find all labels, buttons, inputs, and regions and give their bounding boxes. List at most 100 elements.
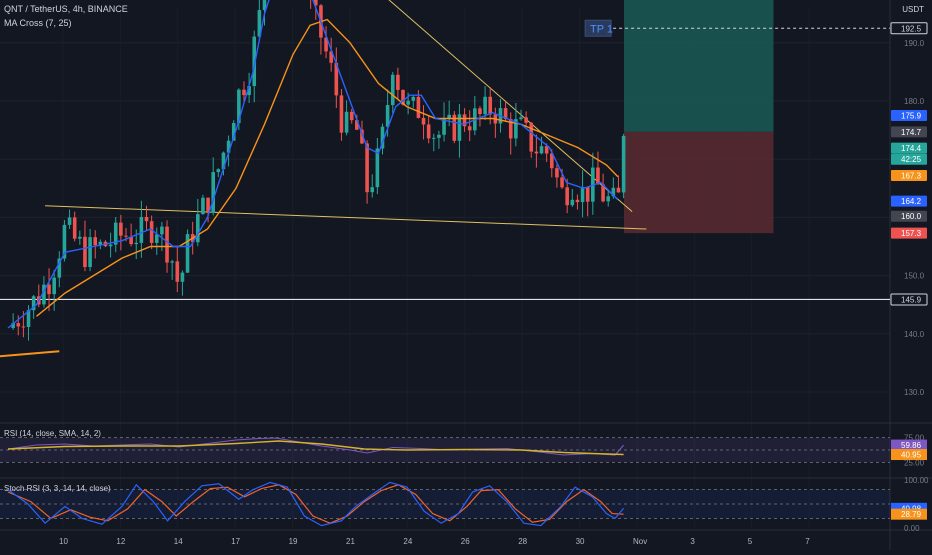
price-axis-tag: 42:25 — [891, 153, 927, 165]
candle-body — [616, 187, 621, 193]
candle-body — [344, 111, 349, 133]
candle — [175, 246, 180, 293]
candle-body — [426, 124, 431, 139]
price-tick-label: 150.0 — [904, 272, 925, 281]
candle-body — [314, 0, 318, 6]
candle-body — [257, 10, 262, 37]
price-tag-box — [891, 195, 927, 207]
candle — [88, 228, 92, 272]
candle-body — [519, 117, 523, 120]
candle — [396, 67, 400, 99]
candle — [78, 230, 82, 245]
candle-body — [175, 261, 180, 282]
price-tick-label: 140.0 — [904, 330, 925, 339]
price-tag-box — [891, 169, 927, 181]
candle — [519, 109, 523, 121]
candle — [575, 194, 580, 210]
candle — [580, 170, 585, 218]
candle — [370, 174, 375, 198]
currency-label: USDT — [902, 5, 924, 14]
price-axis-tag: 174.4 — [891, 142, 927, 154]
candle-body — [355, 120, 359, 130]
price-tag-label: 174.7 — [901, 128, 922, 137]
candle — [221, 151, 226, 176]
candle — [314, 0, 318, 20]
candle-body — [242, 89, 246, 96]
candle-body — [324, 37, 328, 52]
candle — [483, 86, 487, 120]
time-tick-label: 24 — [403, 537, 412, 546]
rsi-tag-label: 40.95 — [901, 451, 922, 460]
price-axis-tag: 145.9 — [890, 293, 928, 306]
candle-body — [57, 258, 62, 278]
price-axis-tag: 157.3 — [891, 227, 927, 239]
candle-body — [119, 222, 123, 236]
price-tag-label: 174.4 — [901, 144, 922, 153]
stoch-k-line — [7, 481, 625, 527]
price-tag-box — [890, 293, 928, 306]
candle-body — [570, 199, 575, 206]
candle-body — [380, 126, 385, 149]
candle — [154, 227, 159, 255]
tp-box — [584, 19, 612, 37]
candle — [11, 313, 15, 330]
candle — [113, 216, 118, 253]
candle-body — [457, 114, 462, 141]
candle-body — [437, 134, 441, 138]
candle — [457, 104, 462, 158]
candle — [201, 194, 205, 215]
candle — [16, 315, 21, 336]
rsi-tag-label: 59.86 — [901, 441, 922, 450]
rsi-axis-tag: 59.86 — [891, 439, 927, 451]
candle-body — [113, 222, 118, 245]
symbol-title: QNT / TetherUS, 4h, BINANCE — [4, 4, 128, 14]
candle-body — [370, 187, 375, 193]
candle-body — [406, 100, 410, 105]
candle — [216, 168, 221, 177]
candle-body — [339, 95, 344, 133]
rsi-tick-label: 75.00 — [904, 434, 925, 443]
candle — [596, 151, 600, 185]
descending-resistance-line — [388, 0, 633, 212]
stoch-tick-label: 0.00 — [904, 524, 920, 533]
candle-body — [62, 224, 67, 259]
candle-body — [247, 86, 251, 96]
candle — [426, 115, 431, 144]
candle-body — [539, 146, 544, 154]
candle-body — [72, 217, 77, 239]
candle — [349, 108, 354, 124]
candle — [355, 114, 359, 131]
stop-zone — [624, 131, 774, 234]
stoch-tick-label: 100.00 — [904, 476, 929, 485]
price-axis-tag: 164.2 — [891, 195, 927, 207]
candle-body — [396, 74, 400, 90]
price-tag-label: 145.9 — [901, 295, 922, 304]
candle — [380, 123, 385, 155]
rsi-title: RSI (14, close, SMA, 14, 2) — [4, 429, 101, 438]
candle — [437, 130, 441, 149]
candle-body — [575, 199, 580, 203]
candle — [570, 188, 575, 207]
candle-body — [401, 89, 405, 105]
candle — [344, 100, 349, 136]
candle-body — [196, 214, 200, 243]
time-tick-label: 5 — [748, 537, 753, 546]
candle-body — [411, 96, 416, 101]
candle-body — [201, 197, 205, 215]
candle-body — [52, 277, 56, 295]
candle — [211, 157, 215, 216]
candle-body — [252, 36, 257, 87]
price-tag-box — [890, 22, 928, 35]
candle — [442, 102, 446, 142]
price-tag-label: 157.3 — [901, 229, 922, 238]
candle-body — [478, 108, 482, 115]
candle-body — [160, 226, 164, 235]
candle — [555, 164, 559, 188]
candle — [257, 0, 262, 42]
candle — [242, 81, 246, 103]
candle-body — [601, 184, 605, 202]
candle-body — [226, 140, 231, 153]
ma-7-line — [7, 0, 619, 329]
